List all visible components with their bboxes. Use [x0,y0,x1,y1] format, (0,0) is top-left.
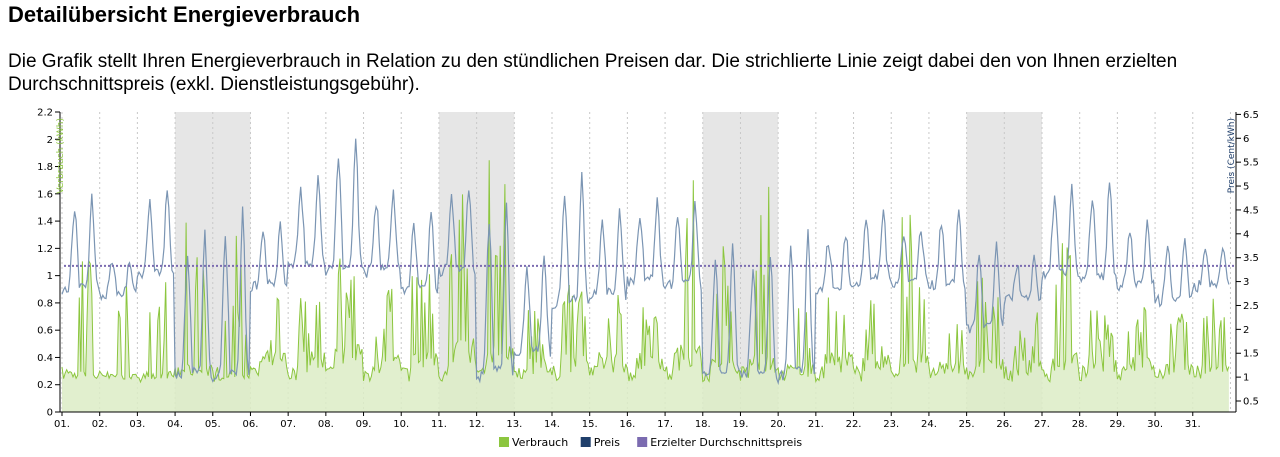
legend: Verbrauch Preis Erzielter Durchschnittspre… [499,436,802,449]
x-tick-label: 04. [167,419,183,430]
x-tick-label: 03. [129,419,145,430]
y-right-tick-label: 4 [1243,229,1249,240]
legend-item-preis-swatch [580,437,591,447]
x-tick-label: 30. [1147,419,1163,430]
legend-item-verbrauch-label: Verbrauch [512,436,568,449]
y-right-tick-label: 6.5 [1243,110,1259,121]
x-tick-label: 26. [996,419,1012,430]
x-tick-label: 24. [921,419,937,430]
x-tick-label: 29. [1109,419,1125,430]
x-tick-label: 10. [393,419,409,430]
legend-item-preis-label: Preis [594,436,621,449]
x-tick-label: 02. [92,419,108,430]
y-left-axis-title: Verbrauch (kWh) [56,118,66,194]
y-left-tick-label: 1.4 [37,217,53,228]
y-right-tick-label: 5.5 [1243,158,1259,169]
x-tick-label: 06. [243,419,259,430]
x-tick-label: 31. [1185,419,1201,430]
y-right-tick-label: 1 [1243,373,1249,384]
x-tick-label: 19. [733,419,749,430]
x-tick-label: 23. [883,419,899,430]
x-tick-label: 05. [205,419,221,430]
x-tick-label: 07. [280,419,296,430]
legend-item-durchschnitt-swatch [637,437,648,447]
page-title: Detailübersicht Energieverbrauch [8,2,361,27]
x-tick-label: 01. [54,419,70,430]
x-tick-label: 25. [959,419,975,430]
x-tick-label: 12. [469,419,485,430]
y-right-tick-label: 2 [1243,325,1249,336]
verbrauch-line [61,160,1230,384]
y-left-tick-label: 2 [47,135,53,146]
y-right-tick-label: 3 [1243,277,1249,288]
y-left-tick-label: 0 [47,408,53,419]
y-left-tick-label: 0.4 [37,353,53,364]
y-left-tick-label: 2.2 [37,108,53,119]
verbrauch-series [61,160,1230,412]
y-left-tick-label: 0.8 [37,298,53,309]
y-left-tick-label: 1 [47,271,53,282]
x-tick-label: 22. [846,419,862,430]
x-tick-label: 28. [1072,419,1088,430]
y-right-tick-label: 6 [1243,134,1249,145]
energy-chart: 00.20.40.60.811.21.41.61.822.20.511.522.… [37,108,1259,450]
verbrauch-area [62,160,1229,412]
x-tick-label: 16. [619,419,635,430]
y-right-tick-label: 0.5 [1243,397,1259,408]
y-left-tick-label: 0.2 [37,380,53,391]
x-tick-label: 18. [695,419,711,430]
x-tick-label: 15. [582,419,598,430]
preis-line [61,138,1230,386]
y-left-tick-label: 0.6 [37,326,53,337]
y-left-tick-label: 1.2 [37,244,53,255]
y-right-tick-label: 5 [1243,182,1249,193]
x-tick-label: 09. [356,419,372,430]
y-right-tick-label: 4.5 [1243,205,1259,216]
y-right-tick-label: 1.5 [1243,349,1259,360]
x-tick-label: 17. [657,419,673,430]
y-right-tick-label: 3.5 [1243,253,1259,264]
x-tick-label: 13. [506,419,522,430]
chart-description: Die Grafik stellt Ihren Energieverbrauch… [8,51,1178,95]
y-left-tick-label: 1.6 [37,189,53,200]
y-right-tick-label: 2.5 [1243,301,1259,312]
x-tick-label: 27. [1034,419,1050,430]
legend-item-durchschnitt-label: Erzielter Durchschnittspreis [650,436,802,449]
x-tick-label: 20. [770,419,786,430]
axes: 00.20.40.60.811.21.41.61.822.20.511.522.… [37,108,1259,431]
y-left-tick-label: 1.8 [37,162,53,173]
preis-series [61,138,1230,386]
y-right-axis-title: Preis (Cent/kWh) [1227,118,1237,193]
x-tick-label: 11. [431,419,447,430]
vertical-gridlines [61,112,1231,412]
legend-item-verbrauch-swatch [499,437,509,447]
x-tick-label: 21. [808,419,824,430]
x-tick-label: 14. [544,419,560,430]
x-tick-label: 08. [318,419,334,430]
